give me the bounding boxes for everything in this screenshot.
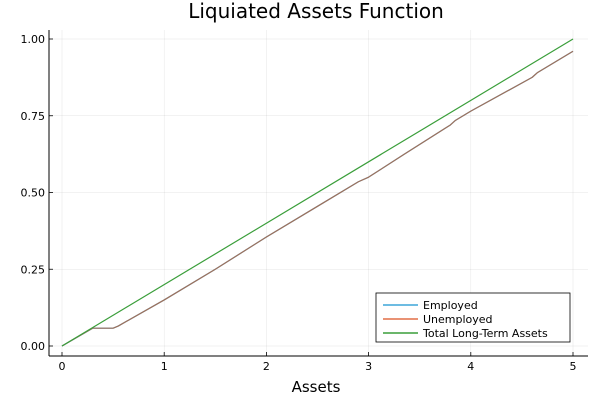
y-tick-label: 0.50 bbox=[21, 187, 46, 200]
grid bbox=[49, 30, 588, 356]
y-tick-label: 0.00 bbox=[21, 340, 46, 353]
axes bbox=[48, 30, 588, 357]
series-lines bbox=[61, 38, 574, 347]
x-tick-label: 1 bbox=[161, 360, 168, 373]
series-line-unemployed bbox=[61, 50, 574, 347]
legend-label-total-long-term-assets: Total Long-Term Assets bbox=[422, 327, 548, 340]
x-axis-title: Assets bbox=[292, 378, 341, 396]
legend-label-employed: Employed bbox=[423, 299, 478, 312]
x-tick-label: 4 bbox=[467, 360, 474, 373]
x-tick-label: 5 bbox=[570, 360, 577, 373]
legend-box bbox=[375, 292, 571, 343]
x-tick-label: 2 bbox=[263, 360, 270, 373]
y-tick-label: 0.25 bbox=[21, 263, 46, 276]
tick-labels: 0 1 2 3 4 5 0.00 0.25 0.50 0.75 1.00 bbox=[21, 33, 577, 373]
legend-label-unemployed: Unemployed bbox=[423, 313, 493, 326]
x-tick-label: 3 bbox=[365, 360, 372, 373]
x-tick-label: 0 bbox=[59, 360, 66, 373]
chart-title: Liquiated Assets Function bbox=[188, 0, 444, 23]
y-tick-label: 1.00 bbox=[21, 33, 46, 46]
y-tick-label: 0.75 bbox=[21, 110, 46, 123]
series-line-total-long-term-assets bbox=[61, 38, 574, 347]
